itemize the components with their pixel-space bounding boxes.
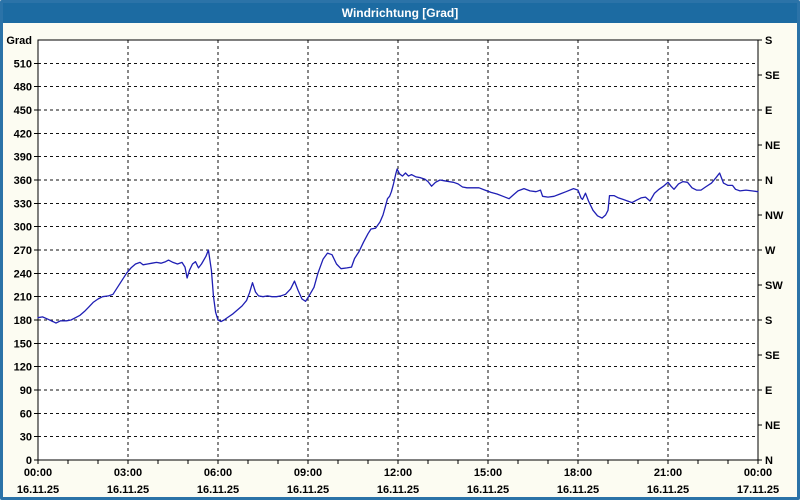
x-axis-date-labels: 16.11.25 16.11.25 16.11.25 16.11.25 16.11.25… bbox=[17, 484, 779, 496]
wind-direction-chart: 0 30 60 90 120 150 180 210 240 270 300 330 360 390 420… bbox=[6, 35, 784, 496]
svg-text:150: 150 bbox=[14, 338, 32, 350]
svg-text:SW: SW bbox=[765, 280, 783, 292]
svg-text:180: 180 bbox=[14, 315, 32, 327]
left-axis-labels: 0 30 60 90 120 150 180 210 240 270 300 330 360 390 420… bbox=[6, 35, 32, 467]
left-axis-ticks bbox=[34, 62, 38, 461]
right-axis-labels: N NE E SE S SW W NW N NE E SE S bbox=[765, 35, 784, 467]
data-line-windrichtung bbox=[37, 168, 759, 324]
svg-text:16.11.25: 16.11.25 bbox=[197, 484, 239, 496]
svg-text:16.11.25: 16.11.25 bbox=[17, 484, 59, 496]
window-titlebar: Windrichtung [Grad] bbox=[3, 3, 797, 23]
svg-text:W: W bbox=[765, 245, 776, 257]
svg-text:390: 390 bbox=[14, 152, 32, 164]
svg-text:03:00: 03:00 bbox=[114, 467, 142, 479]
svg-text:NE: NE bbox=[765, 140, 780, 152]
svg-text:16.11.25: 16.11.25 bbox=[467, 484, 509, 496]
svg-text:SE: SE bbox=[765, 350, 780, 362]
svg-text:S: S bbox=[765, 315, 772, 327]
svg-text:N: N bbox=[765, 455, 773, 467]
svg-text:06:00: 06:00 bbox=[204, 467, 232, 479]
svg-text:420: 420 bbox=[14, 128, 32, 140]
svg-text:18:00: 18:00 bbox=[564, 467, 592, 479]
svg-text:30: 30 bbox=[20, 432, 32, 444]
right-axis-ticks bbox=[758, 39, 762, 461]
svg-text:16.11.25: 16.11.25 bbox=[287, 484, 329, 496]
svg-text:E: E bbox=[765, 385, 772, 397]
svg-text:16.11.25: 16.11.25 bbox=[377, 484, 419, 496]
svg-text:60: 60 bbox=[20, 408, 32, 420]
svg-text:09:00: 09:00 bbox=[294, 467, 322, 479]
svg-text:17.11.25: 17.11.25 bbox=[737, 484, 779, 496]
svg-text:E: E bbox=[765, 105, 772, 117]
svg-text:120: 120 bbox=[14, 362, 32, 374]
x-axis-time-labels: 00:00 03:00 06:00 09:00 12:00 15:00 18:00 21:00… bbox=[24, 467, 772, 479]
svg-text:0: 0 bbox=[26, 455, 32, 467]
svg-text:16.11.25: 16.11.25 bbox=[107, 484, 149, 496]
svg-text:NW: NW bbox=[765, 210, 784, 222]
svg-text:90: 90 bbox=[20, 385, 32, 397]
svg-text:00:00: 00:00 bbox=[24, 467, 52, 479]
svg-text:240: 240 bbox=[14, 268, 32, 280]
svg-text:16.11.25: 16.11.25 bbox=[647, 484, 689, 496]
x-axis-ticks bbox=[37, 460, 759, 464]
svg-text:SE: SE bbox=[765, 70, 780, 82]
svg-text:S: S bbox=[765, 35, 772, 47]
svg-text:270: 270 bbox=[14, 245, 32, 257]
chart-container: 0 30 60 90 120 150 180 210 240 270 300 330 360 390 420… bbox=[3, 23, 797, 497]
svg-text:330: 330 bbox=[14, 198, 32, 210]
window-title: Windrichtung [Grad] bbox=[341, 6, 459, 20]
svg-text:15:00: 15:00 bbox=[474, 467, 502, 479]
svg-text:360: 360 bbox=[14, 175, 32, 187]
svg-text:00:00: 00:00 bbox=[744, 467, 772, 479]
svg-text:12:00: 12:00 bbox=[384, 467, 412, 479]
svg-text:510: 510 bbox=[14, 58, 32, 70]
svg-text:N: N bbox=[765, 175, 773, 187]
svg-text:16.11.25: 16.11.25 bbox=[557, 484, 599, 496]
svg-text:21:00: 21:00 bbox=[654, 467, 682, 479]
svg-text:480: 480 bbox=[14, 82, 32, 94]
svg-text:NE: NE bbox=[765, 420, 780, 432]
svg-text:450: 450 bbox=[14, 105, 32, 117]
svg-text:300: 300 bbox=[14, 222, 32, 234]
left-axis-unit-label: Grad bbox=[6, 35, 32, 47]
svg-text:210: 210 bbox=[14, 292, 32, 304]
vertical-gridlines bbox=[127, 40, 669, 460]
